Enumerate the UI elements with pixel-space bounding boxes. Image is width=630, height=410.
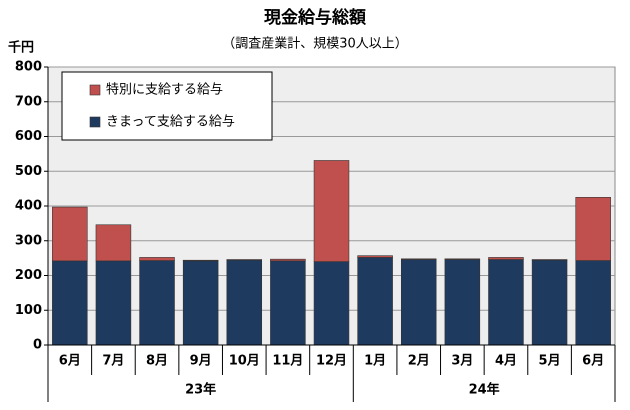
y-unit: 千円: [8, 40, 34, 56]
bar-segment: [313, 261, 350, 346]
x-tick-label: 11月: [272, 354, 303, 369]
x-tick-label: 1月: [364, 354, 386, 369]
bar-segment: [488, 259, 524, 346]
y-tick-label: 300: [15, 233, 42, 248]
bar-segment: [531, 259, 568, 346]
bar-segment: [270, 258, 306, 262]
bar-segment: [226, 259, 263, 261]
group-label: 23年: [185, 382, 216, 398]
chart-title: 現金給与総額: [264, 7, 367, 28]
bar-segment: [575, 260, 611, 346]
y-tick-label: 100: [15, 303, 42, 318]
bar-segment: [313, 160, 350, 262]
x-tick-label: 9月: [190, 354, 212, 369]
x-tick-label: 12月: [316, 354, 347, 369]
bar-segment: [95, 260, 132, 346]
legend-label: 特別に支給する給与: [106, 83, 223, 98]
bar-segment: [531, 259, 568, 261]
y-tick-label: 200: [15, 268, 42, 283]
y-tick-label: 500: [15, 164, 42, 179]
bar-segment: [357, 257, 393, 346]
bar-segment: [52, 260, 88, 346]
bar-segment: [226, 259, 263, 346]
bar-segment: [400, 259, 437, 346]
bar-segment: [52, 206, 88, 262]
chart-subtitle: （調査産業計、規模30人以上）: [222, 36, 408, 52]
legend-swatch: [89, 84, 101, 96]
bar-segment: [95, 224, 132, 262]
bar-segment: [488, 257, 524, 260]
y-tick-label: 400: [15, 199, 42, 214]
group-label: 24年: [469, 382, 500, 398]
bar-segment: [182, 260, 219, 346]
bar-segment: [139, 260, 175, 346]
bar-segment: [444, 259, 481, 346]
bar-segment: [400, 258, 437, 260]
x-tick-label: 6月: [582, 354, 604, 369]
x-tick-label: 5月: [539, 354, 561, 369]
x-tick-label: 3月: [451, 354, 473, 369]
y-tick-label: 700: [15, 94, 42, 109]
y-tick-label: 0: [33, 338, 42, 353]
x-tick-label: 7月: [102, 354, 124, 369]
x-tick-label: 4月: [495, 354, 517, 369]
bar-segment: [357, 255, 393, 258]
bar-segment: [575, 197, 611, 261]
bar-segment: [182, 259, 219, 262]
legend-label: きまって支給する給与: [106, 115, 235, 130]
x-tick-label: 10月: [229, 354, 260, 369]
x-tick-label: 6月: [59, 354, 81, 369]
x-tick-label: 8月: [146, 354, 168, 369]
y-tick-label: 800: [15, 60, 42, 75]
x-tick-label: 2月: [408, 354, 430, 369]
y-tick-label: 600: [15, 129, 42, 144]
legend-swatch: [89, 116, 101, 128]
legend-box: [61, 71, 273, 141]
bar-segment: [270, 260, 306, 346]
bar-segment: [139, 257, 175, 261]
bar-segment: [444, 258, 481, 260]
